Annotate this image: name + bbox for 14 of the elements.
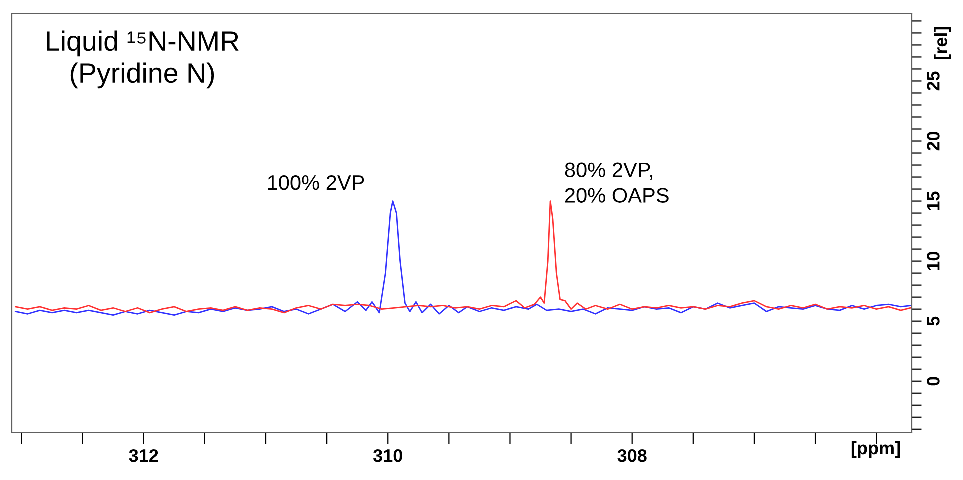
text: Liquid ¹⁵N-NMR (Pyridine N) bbox=[47, 30, 239, 89]
series-label: 80% 2VP, 20% OAPS bbox=[565, 162, 669, 203]
y-tick-label: 15 bbox=[927, 192, 940, 210]
y-tick-label: 10 bbox=[927, 252, 940, 270]
y-tick-label: 0 bbox=[927, 377, 940, 386]
y-tick-label: 20 bbox=[927, 132, 940, 151]
x-tick-label: 312 bbox=[129, 449, 158, 462]
y-tick-label: 5 bbox=[927, 316, 940, 326]
x-tick-label: 310 bbox=[373, 449, 402, 462]
series-label: 100% 2VP bbox=[268, 175, 364, 190]
x-tick-label: 308 bbox=[618, 449, 647, 462]
y-tick-label: 25 bbox=[927, 72, 940, 91]
y-axis-title: [rel] bbox=[934, 27, 952, 60]
x-axis-title: [ppm] bbox=[852, 441, 900, 458]
